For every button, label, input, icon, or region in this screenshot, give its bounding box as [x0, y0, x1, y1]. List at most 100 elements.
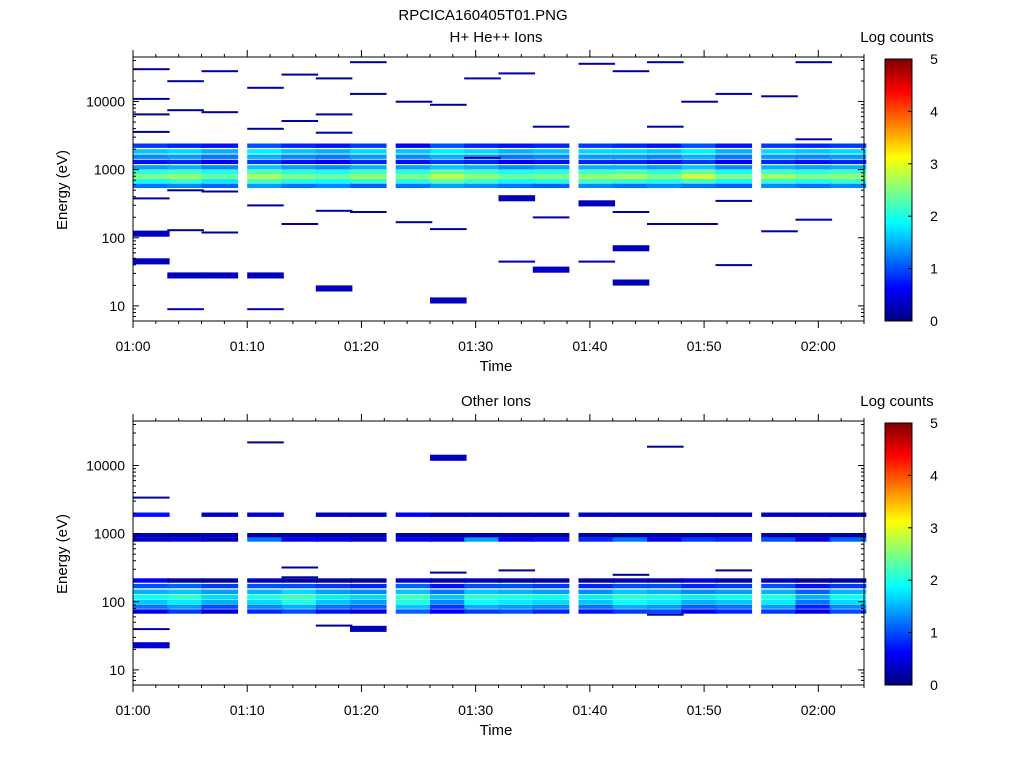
heatmap-cell: [578, 604, 616, 609]
y-tick-label: 100: [102, 230, 126, 246]
heatmap-cell: [612, 583, 650, 589]
heatmap-cell: [430, 159, 467, 165]
heatmap-cell: [498, 72, 536, 75]
heatmap-cell: [133, 130, 170, 133]
heatmap-cell: [464, 159, 501, 165]
heatmap-cell: [612, 159, 650, 165]
y-tick-label: 10000: [86, 458, 125, 474]
heatmap-cell: [201, 159, 239, 165]
heatmap-cell: [350, 583, 387, 589]
heatmap-cell: [430, 578, 467, 583]
heatmap-cell: [281, 120, 319, 122]
heatmap-cell: [647, 183, 684, 188]
heatmap-cell: [612, 183, 650, 188]
heatmap-cell: [430, 583, 467, 589]
heatmap-cell: [532, 589, 570, 594]
heatmap-cells: [133, 441, 867, 649]
heatmap-cell: [532, 149, 570, 154]
heatmap-cell: [647, 589, 684, 594]
heatmap-cell: [464, 533, 501, 538]
heatmap-cell: [829, 589, 867, 594]
heatmap-cell: [761, 178, 798, 184]
heatmap-cell: [350, 165, 387, 170]
heatmap-cell: [715, 92, 753, 95]
colorbar-tick-label: 5: [930, 415, 938, 431]
heatmap-cell: [395, 143, 433, 148]
heatmap-cell: [350, 143, 387, 148]
heatmap-cell: [167, 169, 204, 175]
heatmap-cell: [498, 512, 536, 517]
heatmap-cell: [795, 218, 833, 221]
heatmap-cell: [829, 583, 867, 589]
colorbar-tick-label: 2: [930, 572, 938, 588]
heatmap-cell: [647, 159, 684, 165]
heatmap-cell: [133, 642, 170, 649]
y-tick-label: 10: [109, 662, 125, 678]
heatmap-cell: [761, 165, 798, 170]
heatmap-cell: [647, 61, 684, 64]
y-axis-label: Energy (eV): [54, 150, 71, 230]
heatmap-cell: [715, 143, 753, 148]
heatmap-cell: [681, 178, 718, 184]
heatmap-cell: [464, 165, 501, 170]
heatmap-cell: [761, 143, 798, 148]
plot-frame: [132, 420, 865, 686]
heatmap-cell: [133, 533, 170, 538]
heatmap-cell: [532, 216, 570, 219]
x-tick-label: 02:00: [801, 702, 836, 718]
heatmap-cell: [201, 169, 239, 175]
heatmap-cell: [498, 174, 536, 179]
heatmap-cell: [133, 578, 170, 583]
heatmap-cell: [532, 143, 570, 148]
heatmap-cell: [315, 589, 353, 594]
y-tick-label: 10000: [86, 94, 125, 110]
heatmap-cell: [350, 174, 387, 179]
heatmap-cell: [795, 143, 833, 148]
heatmap-cell: [578, 260, 616, 263]
heatmap-cell: [133, 537, 170, 542]
heatmap-cell: [281, 169, 319, 175]
heatmap-cell: [795, 149, 833, 154]
heatmap-cell: [578, 609, 616, 614]
heatmap-cell: [315, 583, 353, 589]
heatmap-cell: [167, 308, 204, 311]
heatmap-cell: [395, 165, 433, 170]
heatmap-cell: [133, 143, 170, 148]
panel-title: Other Ions: [461, 393, 531, 410]
heatmap-cell: [612, 533, 650, 538]
heatmap-cell: [350, 537, 387, 542]
heatmap-cell: [464, 589, 501, 594]
heatmap-cell: [133, 154, 170, 159]
heatmap-cell: [315, 165, 353, 170]
heatmap-cell: [578, 583, 616, 589]
heatmap-cell: [350, 625, 387, 632]
heatmap-cell: [715, 169, 753, 175]
heatmap-cell: [578, 533, 616, 538]
heatmap-cell: [612, 599, 650, 604]
heatmap-cell: [715, 599, 753, 604]
x-axis-label: Time: [480, 358, 513, 375]
heatmap-cell: [281, 604, 319, 609]
heatmap-cell: [464, 578, 501, 583]
heatmap-cell: [247, 589, 284, 594]
heatmap-cell: [612, 573, 650, 576]
heatmap-cell: [498, 533, 536, 538]
heatmap-cell: [395, 583, 433, 589]
heatmap-cell: [315, 578, 353, 583]
heatmap-cell: [681, 183, 718, 188]
heatmap-cell: [315, 609, 353, 614]
heatmap-cell: [247, 512, 284, 517]
heatmap-cell: [498, 183, 536, 188]
heatmap-cell: [167, 594, 204, 600]
colorbar: 0 1 2 3 4 5: [884, 51, 938, 329]
heatmap-cell: [315, 183, 353, 188]
x-ticks: 01:00 01:10 01:20 01:30 01:40 01:50 02:00: [115, 50, 865, 354]
heatmap-cell: [578, 578, 616, 583]
heatmap-cell: [395, 100, 433, 103]
heatmap-cell: [761, 594, 798, 600]
heatmap-cell: [430, 297, 467, 304]
heatmap-cell: [464, 594, 501, 600]
heatmap-cell: [315, 77, 353, 80]
heatmap-cell: [247, 174, 284, 179]
heatmap-cell: [761, 589, 798, 594]
